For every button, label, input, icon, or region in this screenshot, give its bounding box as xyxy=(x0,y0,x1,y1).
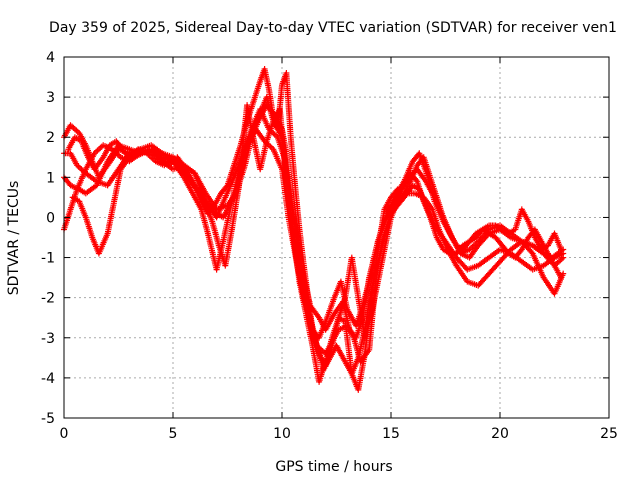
data-point-marker xyxy=(558,246,564,253)
y-axis-label: SDTVAR / TECUs xyxy=(6,181,22,296)
x-tick-label: 15 xyxy=(382,426,400,442)
x-tick-label: 25 xyxy=(600,426,618,442)
data-point-marker xyxy=(558,274,564,281)
x-tick-label: 20 xyxy=(491,426,509,442)
series-track-6 xyxy=(69,102,564,393)
y-tick-label: 4 xyxy=(46,50,55,66)
data-point-marker xyxy=(528,249,535,256)
y-tick-label: 0 xyxy=(46,210,55,226)
y-tick-label: -5 xyxy=(41,411,55,427)
grid-lines xyxy=(64,57,609,418)
y-tick-label: -2 xyxy=(41,291,55,307)
y-tick-label: -3 xyxy=(41,331,55,347)
chart-title: Day 359 of 2025, Sidereal Day-to-day VTE… xyxy=(49,20,617,36)
data-point-marker xyxy=(114,151,121,158)
data-point-marker xyxy=(560,254,567,261)
plot-frame xyxy=(63,56,610,419)
x-tick-label: 10 xyxy=(273,426,291,442)
axis-ticks: 0 5 10 15 20 25 -5 -4 -3 -2 -1 0 1 2 3 4 xyxy=(41,50,618,442)
y-tick-label: -1 xyxy=(41,251,55,267)
y-tick-label: -4 xyxy=(41,371,55,387)
y-tick-label: 3 xyxy=(46,90,55,106)
x-axis-label: GPS time / hours xyxy=(275,459,392,475)
y-tick-label: 2 xyxy=(46,130,55,146)
data-points xyxy=(61,66,567,393)
x-tick-label: 0 xyxy=(60,426,69,442)
data-point-marker xyxy=(413,177,420,183)
x-tick-label: 5 xyxy=(169,426,178,442)
data-point-marker xyxy=(223,183,230,190)
y-tick-label: 1 xyxy=(46,170,55,186)
